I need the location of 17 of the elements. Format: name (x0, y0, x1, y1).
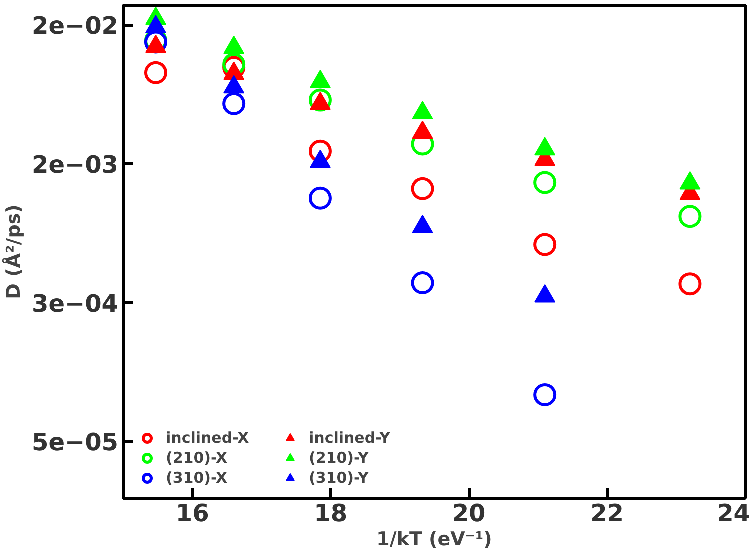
y-tick-label: 5e−05 (32, 428, 118, 457)
legend-label: (210)-X (166, 449, 229, 467)
x-tick-label: 22 (590, 500, 624, 528)
y-axis-title: D (Å²/ps) (2, 204, 26, 300)
legend-label: inclined-Y (309, 429, 392, 447)
x-tick-label: 18 (314, 500, 348, 528)
legend-label: (310)-X (166, 469, 229, 487)
legend-label: inclined-X (166, 429, 250, 447)
x-tick-label: 20 (452, 500, 486, 528)
x-axis-title: 1/kT (eV⁻¹) (376, 528, 492, 550)
legend-label: (210)-Y (309, 449, 370, 467)
legend-label: (310)-Y (309, 469, 370, 487)
x-tick-label: 24 (717, 500, 751, 528)
y-tick-label: 3e−04 (32, 290, 118, 318)
y-tick-label: 2e−02 (32, 12, 118, 40)
y-tick-label: 2e−03 (32, 150, 118, 179)
x-tick-label: 16 (176, 500, 210, 528)
